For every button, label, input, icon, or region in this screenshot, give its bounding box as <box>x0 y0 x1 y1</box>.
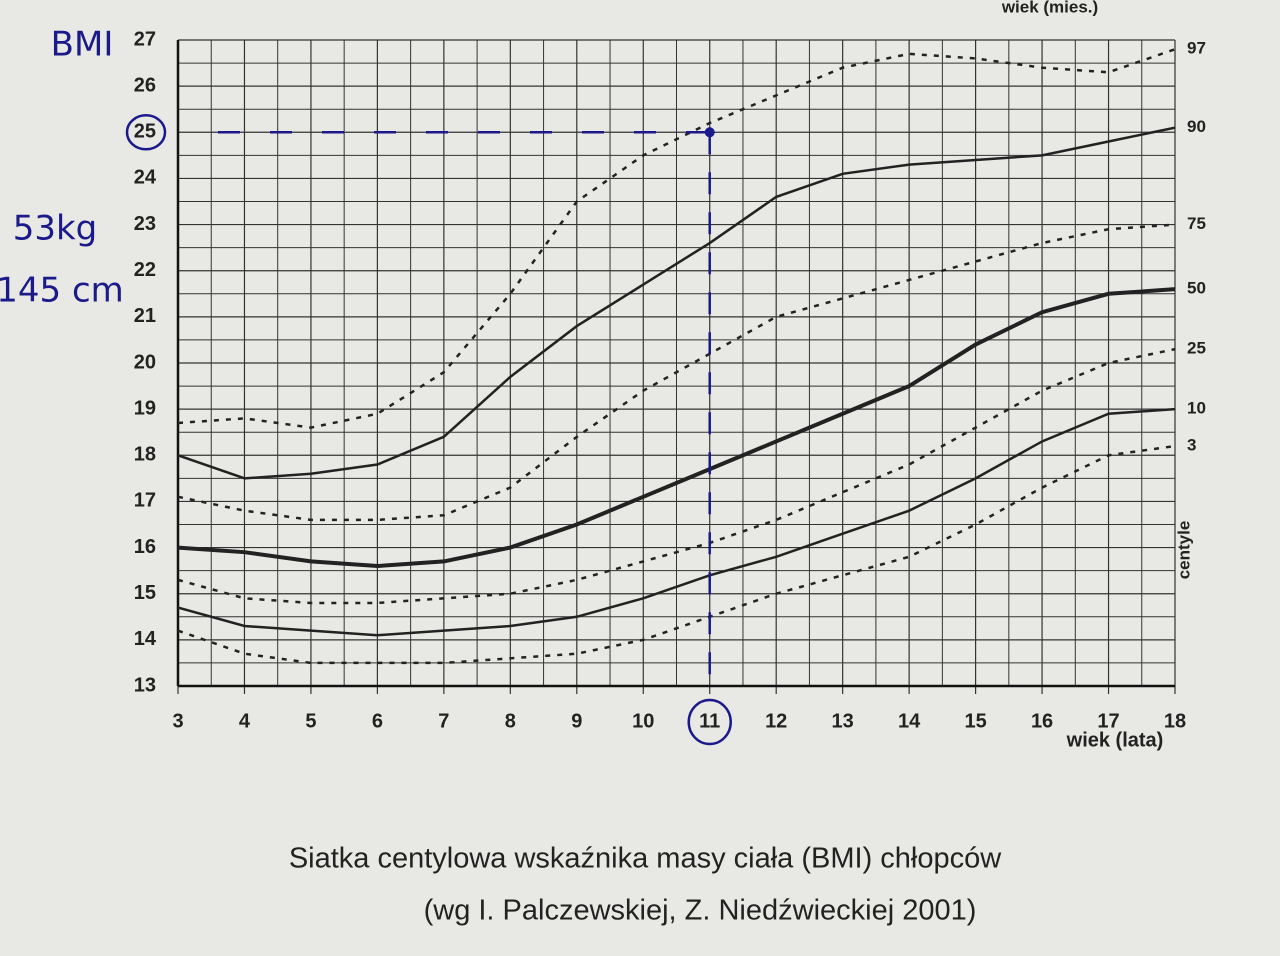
centile-line <box>177 444 1176 665</box>
centile-line <box>177 407 1176 637</box>
x-tick-label: 11 <box>699 710 720 732</box>
legend-label: 25 <box>1187 339 1206 358</box>
legend-label: 3 <box>1187 436 1196 455</box>
centile-line <box>177 223 1176 522</box>
annotation: 53kg <box>13 209 98 249</box>
y-tick-label: 17 <box>134 490 156 512</box>
annotation: 145 cm <box>0 271 124 311</box>
x-tick-label: 12 <box>765 710 787 732</box>
legend-label: 75 <box>1187 214 1206 233</box>
x-tick-label: 15 <box>964 710 986 732</box>
x-tick-label: 5 <box>305 710 316 732</box>
chart-subtitle: (wg I. Palczewskiej, Z. Niedźwieckiej 20… <box>424 895 977 927</box>
y-tick-label: 14 <box>134 628 157 650</box>
x-label: wiek (lata) <box>1066 729 1164 751</box>
x-tick-label: 14 <box>898 710 921 732</box>
legend-label: 97 <box>1187 39 1206 58</box>
marker-point <box>704 127 715 138</box>
marker-circle <box>687 698 732 746</box>
x2-label: wiek (mies.) <box>1001 0 1098 16</box>
x-tick-label: 17 <box>1097 710 1119 732</box>
x-tick-label: 9 <box>571 710 582 732</box>
y-tick-label: 24 <box>134 167 157 189</box>
y-tick-label: 26 <box>134 74 156 96</box>
y-tick-label: 27 <box>134 28 156 50</box>
x-tick-label: 16 <box>1031 710 1053 732</box>
legend-label: 10 <box>1187 399 1206 418</box>
centile-line <box>177 287 1176 569</box>
centile-line <box>177 48 1176 429</box>
x-tick-label: 18 <box>1164 710 1186 732</box>
chart-title: Siatka centylowa wskaźnika masy ciała (B… <box>289 843 1002 875</box>
y-tick-label: 25 <box>134 121 156 143</box>
y-tick-label: 21 <box>134 305 156 327</box>
y-tick-label: 22 <box>134 259 156 281</box>
marker-circle <box>125 114 167 151</box>
legend-label: 50 <box>1187 279 1206 298</box>
centile-line <box>177 126 1176 480</box>
legend-label: 90 <box>1187 117 1206 136</box>
centile-line <box>177 347 1176 605</box>
legend-title: centyle <box>1174 521 1193 580</box>
x-tick-label: 7 <box>438 710 449 732</box>
x-tick-label: 8 <box>505 710 516 732</box>
x-tick-label: 3 <box>172 710 183 732</box>
x-tick-label: 10 <box>632 710 654 732</box>
y-tick-label: 19 <box>134 397 156 419</box>
x-tick-label: 4 <box>239 710 251 732</box>
x-tick-label: 13 <box>832 710 854 732</box>
annotation: BMI <box>51 25 114 65</box>
y-tick-label: 23 <box>134 213 156 235</box>
y-tick-label: 18 <box>134 444 156 466</box>
x-tick-label: 6 <box>372 710 383 732</box>
y-tick-label: 13 <box>134 674 156 696</box>
y-tick-label: 20 <box>134 351 156 373</box>
y-tick-label: 15 <box>134 582 156 604</box>
y-tick-label: 16 <box>134 536 156 558</box>
